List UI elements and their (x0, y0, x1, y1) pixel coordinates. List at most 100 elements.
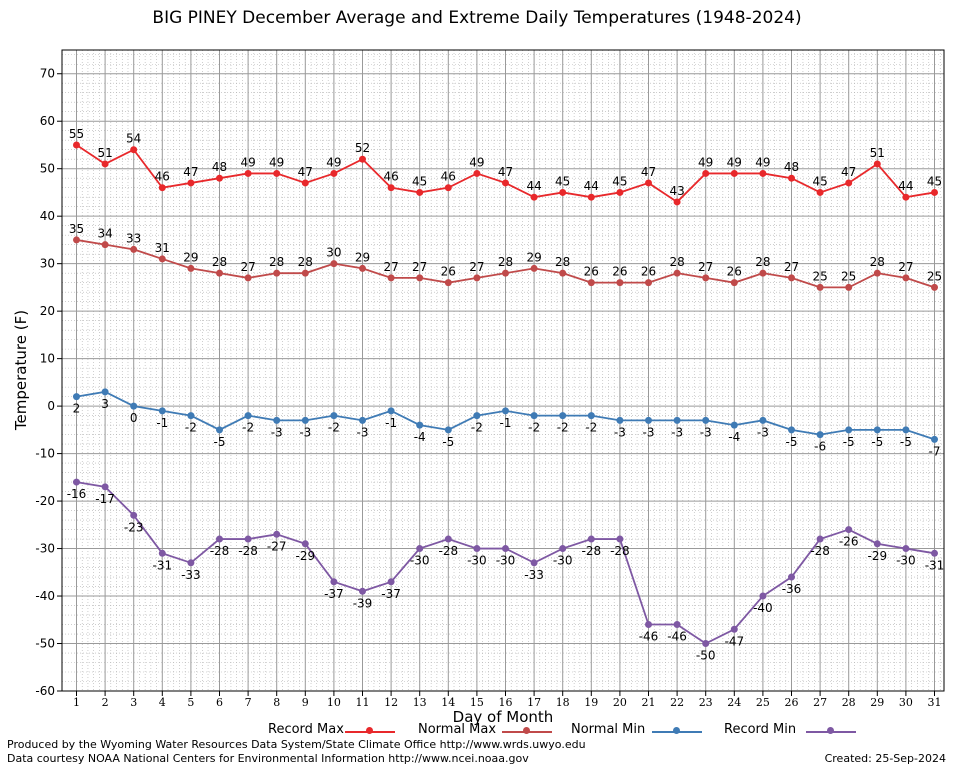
data-label-normal-min: -1 (385, 416, 397, 430)
data-point-normal-min (473, 412, 481, 420)
data-point-record-max (645, 179, 652, 187)
data-point-record-min (101, 483, 109, 491)
data-point-record-min (702, 640, 710, 648)
data-point-record-max (444, 184, 452, 192)
data-point-normal-min (931, 435, 938, 443)
legend-label-record-max: Record Max (268, 722, 344, 737)
data-label-normal-max: 26 (441, 265, 456, 279)
x-tick-label: 13 (413, 696, 427, 709)
data-label-record-max: 47 (183, 165, 198, 179)
y-tick-label: 20 (40, 304, 55, 318)
data-label-normal-max: 26 (641, 265, 656, 279)
data-label-normal-min: -7 (929, 444, 941, 458)
data-label-record-min: -30 (896, 554, 916, 568)
x-tick-label: 15 (470, 696, 484, 709)
data-point-normal-max (301, 269, 309, 277)
data-point-normal-max (187, 264, 195, 272)
data-point-record-max (73, 141, 80, 149)
data-point-normal-min (730, 421, 738, 429)
data-point-record-min (330, 578, 338, 586)
data-label-normal-min: 2 (73, 402, 81, 416)
data-label-record-min: -30 (467, 554, 487, 568)
data-point-record-min (816, 535, 824, 543)
data-point-record-min (873, 540, 881, 548)
data-label-record-max: 49 (240, 155, 255, 169)
x-tick-label: 8 (273, 696, 280, 709)
data-label-normal-max: 27 (469, 260, 484, 274)
data-label-normal-min: -3 (643, 425, 655, 439)
data-point-record-max (873, 160, 881, 168)
data-point-normal-min (444, 426, 452, 434)
data-point-record-min (730, 625, 738, 633)
data-point-record-min (359, 587, 366, 595)
data-point-normal-min (187, 412, 195, 420)
data-label-normal-max: 27 (898, 260, 913, 274)
data-point-normal-max (387, 274, 395, 282)
data-label-record-max: 44 (526, 179, 541, 193)
data-point-normal-min (244, 412, 252, 420)
data-label-record-min: -33 (181, 568, 201, 582)
data-label-normal-max: 26 (584, 265, 599, 279)
data-point-normal-max (873, 269, 881, 277)
data-point-normal-min (130, 402, 138, 410)
data-label-record-min: -37 (381, 587, 401, 601)
data-point-normal-min (616, 416, 624, 424)
data-label-record-min: -46 (667, 630, 687, 644)
data-point-normal-min (845, 426, 853, 434)
footer-produced-by: Produced by the Wyoming Water Resources … (7, 738, 586, 751)
data-point-normal-min (301, 416, 309, 424)
data-label-record-max: 47 (641, 165, 656, 179)
data-point-record-min (931, 549, 938, 557)
data-point-normal-max (73, 236, 80, 244)
data-point-normal-min (702, 416, 710, 424)
data-point-record-min (444, 535, 452, 543)
data-point-record-max (473, 169, 481, 177)
data-label-record-max: 48 (212, 160, 227, 174)
data-point-normal-min (359, 416, 366, 424)
data-point-normal-max (101, 241, 109, 249)
data-point-record-max (530, 193, 538, 201)
data-label-record-max: 55 (69, 127, 84, 141)
data-label-normal-min: -1 (500, 416, 512, 430)
data-point-record-min (502, 545, 509, 553)
data-label-record-min: -28 (581, 544, 601, 558)
data-label-record-max: 45 (612, 174, 627, 188)
data-label-record-min: -31 (925, 558, 945, 572)
data-point-normal-max (530, 264, 538, 272)
data-label-normal-max: 28 (269, 255, 284, 269)
data-label-normal-min: -5 (900, 435, 912, 449)
data-label-record-min: -46 (639, 630, 659, 644)
data-point-record-max (330, 169, 338, 177)
data-point-record-min (616, 535, 624, 543)
data-label-normal-max: 28 (755, 255, 770, 269)
data-label-record-max: 45 (927, 174, 942, 188)
data-point-normal-min (587, 412, 595, 420)
data-label-record-max: 46 (383, 170, 398, 184)
data-label-record-max: 46 (441, 170, 456, 184)
data-label-normal-max: 28 (212, 255, 227, 269)
x-tick-label: 31 (928, 696, 942, 709)
x-tick-label: 20 (613, 696, 627, 709)
data-point-record-min (845, 526, 853, 534)
data-label-record-max: 54 (126, 132, 141, 146)
data-label-record-min: -36 (782, 582, 802, 596)
data-point-normal-max (244, 274, 252, 282)
x-tick-label: 7 (245, 696, 252, 709)
data-label-normal-max: 29 (355, 250, 370, 264)
data-label-record-min: -47 (724, 634, 744, 648)
data-point-normal-min (759, 416, 767, 424)
data-label-normal-min: -3 (357, 425, 369, 439)
data-point-normal-max (587, 279, 595, 287)
x-tick-label: 23 (699, 696, 713, 709)
data-point-record-max (730, 169, 738, 177)
data-label-record-min: -31 (152, 558, 172, 572)
data-label-record-max: 43 (669, 184, 684, 198)
data-label-normal-min: -2 (585, 421, 597, 435)
data-point-normal-max (759, 269, 767, 277)
data-point-record-max (416, 188, 424, 196)
data-point-record-min (416, 545, 424, 553)
data-point-record-min (244, 535, 252, 543)
data-point-normal-min (902, 426, 910, 434)
data-label-normal-max: 28 (555, 255, 570, 269)
